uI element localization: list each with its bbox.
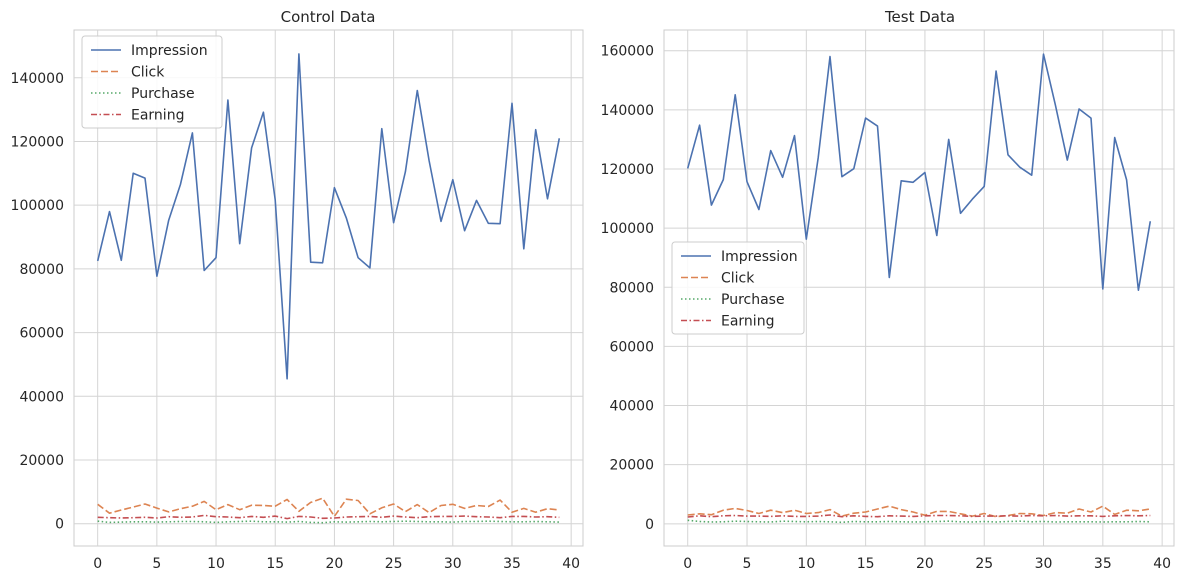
x-tick-label: 5 — [743, 556, 752, 572]
legend-label: Impression — [131, 43, 208, 59]
x-tick-label: 10 — [797, 556, 815, 572]
y-tick-label: 0 — [645, 517, 654, 533]
x-tick-label: 15 — [266, 556, 284, 572]
x-tick-label: 0 — [683, 556, 692, 572]
x-tick-label: 10 — [207, 556, 225, 572]
series-line-click — [97, 497, 560, 518]
series-line-purchase — [97, 520, 560, 524]
series-line-earning — [687, 514, 1151, 518]
chart-title: Test Data — [884, 8, 955, 26]
x-tick-label: 30 — [444, 556, 462, 572]
y-tick-label: 100000 — [11, 198, 64, 214]
y-tick-label: 20000 — [19, 453, 64, 469]
y-tick-label: 40000 — [609, 399, 654, 415]
y-tick-label: 0 — [55, 517, 64, 533]
x-tick-label: 5 — [152, 556, 161, 572]
legend-label: Click — [721, 271, 755, 287]
legend-label: Earning — [131, 108, 184, 124]
y-tick-label: 120000 — [11, 134, 64, 150]
x-tick-label: 40 — [562, 556, 580, 572]
y-tick-label: 160000 — [601, 44, 654, 60]
x-tick-label: 35 — [503, 556, 521, 572]
x-tick-label: 25 — [385, 556, 403, 572]
y-tick-label: 140000 — [11, 71, 64, 87]
series-line-purchase — [687, 519, 1151, 524]
legend-label: Impression — [721, 249, 798, 265]
x-tick-label: 25 — [975, 556, 993, 572]
x-tick-label: 20 — [916, 556, 934, 572]
legend-label: Purchase — [131, 86, 195, 102]
legend: Impression Click Purchase Earning — [81, 35, 223, 129]
legend-label: Click — [131, 65, 165, 81]
control-chart: Control Data 0 5 10 15 20 25 30 35 40 0 20000 40000… — [11, 8, 584, 572]
y-tick-label: 20000 — [609, 458, 654, 474]
x-tick-label: 0 — [93, 556, 102, 572]
y-tick-label: 60000 — [609, 339, 654, 355]
y-tick-label: 80000 — [609, 280, 654, 296]
grid — [664, 30, 1174, 546]
x-tick-label: 35 — [1094, 556, 1112, 572]
series-line-earning — [97, 514, 560, 520]
legend-label: Earning — [721, 314, 774, 330]
x-tick-label: 30 — [1035, 556, 1053, 572]
x-tick-label: 20 — [326, 556, 344, 572]
test-chart: Test Data 0 5 10 15 20 25 30 35 40 0 20000 40000 600… — [601, 8, 1175, 572]
legend: Impression Click Purchase Earning — [671, 241, 805, 335]
series-line-impression — [686, 53, 1152, 292]
y-tick-label: 120000 — [601, 162, 654, 178]
legend-label: Purchase — [721, 292, 785, 308]
y-tick-label: 60000 — [19, 326, 64, 342]
y-tick-label: 40000 — [19, 389, 64, 405]
x-tick-label: 40 — [1153, 556, 1171, 572]
series-line-click — [687, 505, 1151, 518]
series-line-impression — [96, 53, 561, 380]
chart-title: Control Data — [281, 8, 376, 26]
legend-box — [81, 35, 223, 129]
legend-box — [671, 241, 805, 335]
x-tick-label: 15 — [857, 556, 875, 572]
y-tick-label: 140000 — [601, 103, 654, 119]
y-tick-label: 100000 — [601, 221, 654, 237]
y-tick-label: 80000 — [19, 262, 64, 278]
